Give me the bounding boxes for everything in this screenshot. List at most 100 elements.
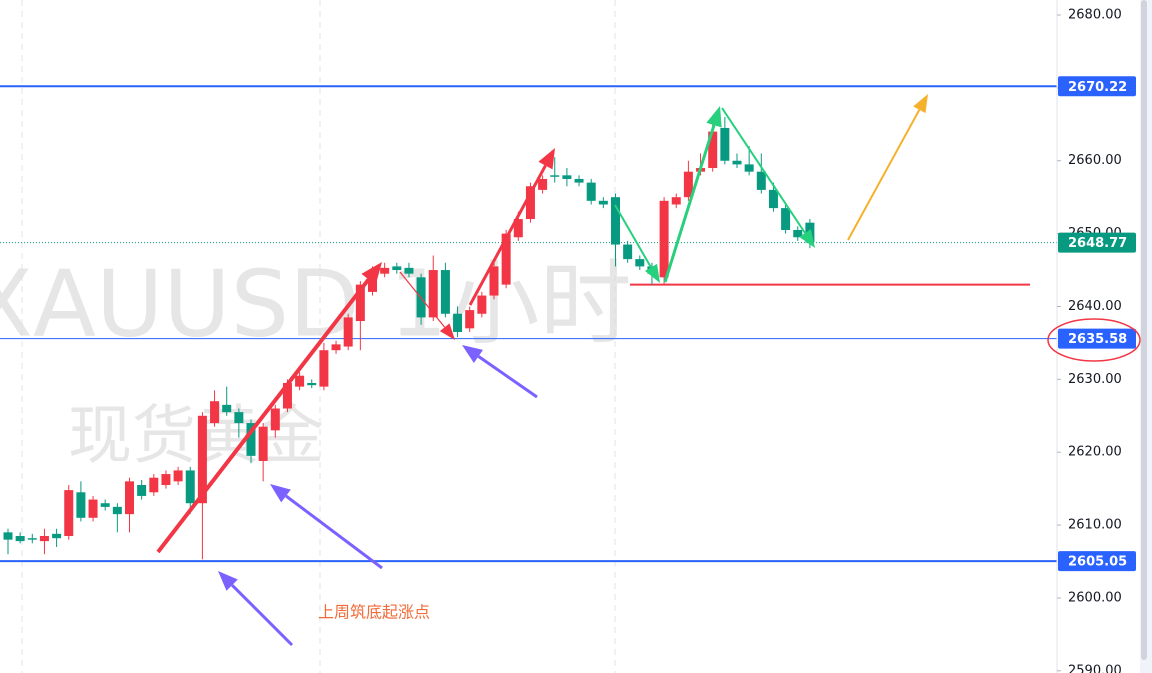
price-label: 2635.58	[1068, 332, 1127, 347]
candle-body	[623, 244, 633, 260]
y-tick-label: 2590.00	[1068, 663, 1122, 673]
candle-body	[744, 164, 754, 172]
arrow-shaft	[847, 109, 921, 241]
y-tick-label: 2600.00	[1068, 590, 1122, 605]
candle-body	[756, 171, 766, 190]
candle-body	[185, 470, 195, 504]
candle-body	[768, 189, 778, 209]
arrow-shaft	[231, 584, 294, 647]
price-label: 2648.77	[1068, 236, 1127, 251]
candle-body	[319, 350, 329, 387]
candle-body	[210, 401, 220, 424]
candle-body	[453, 313, 463, 332]
candle-body	[465, 310, 475, 329]
scroll-thumb	[1141, 0, 1147, 660]
candle-body	[125, 481, 134, 515]
price-label-box	[1058, 232, 1136, 253]
arrow-head	[218, 571, 238, 591]
candle-body	[222, 404, 232, 413]
y-tick-label: 2610.00	[1068, 518, 1122, 533]
candle-body	[258, 426, 268, 461]
candle-body	[173, 470, 183, 482]
candle-body	[732, 160, 742, 165]
candle-body	[355, 284, 365, 322]
arrow-shaft	[477, 355, 538, 399]
candle-body	[331, 344, 341, 351]
candle-body	[501, 233, 511, 285]
watermark-sub: 现货黄金	[68, 400, 324, 474]
candle-body	[3, 532, 13, 540]
y-tick-label: 2630.00	[1068, 372, 1122, 387]
candle-body	[149, 477, 159, 493]
candle-body	[550, 175, 560, 177]
candle-body	[598, 200, 608, 205]
candle-body	[538, 178, 548, 190]
candle-body	[708, 131, 718, 169]
time-grid	[21, 0, 616, 673]
annotation: 上周筑底起涨点	[318, 603, 430, 622]
candle-body	[307, 382, 317, 386]
candle-body	[246, 423, 256, 456]
highlight-circle	[1047, 318, 1141, 362]
price-label-box	[1058, 551, 1136, 572]
arrow-head	[439, 323, 455, 340]
candle-body	[428, 270, 438, 318]
candle-body	[611, 197, 620, 245]
price-label: 2670.22	[1068, 80, 1127, 95]
y-tick-label: 2660.00	[1068, 153, 1122, 168]
candle-body	[671, 197, 681, 205]
arrow-head	[644, 263, 660, 283]
candle-body	[489, 266, 499, 296]
arrow-head	[913, 94, 928, 114]
arrow-shaft	[468, 164, 547, 306]
candle-body	[137, 485, 147, 496]
arrow-head	[706, 106, 722, 128]
arrow-shaft	[399, 271, 446, 328]
arrow-head	[799, 229, 815, 248]
candle-body	[380, 267, 390, 274]
arrow-head	[538, 148, 555, 170]
candle-body	[635, 259, 645, 267]
candle-body	[197, 415, 207, 504]
candle-body	[586, 182, 596, 201]
candle-body	[282, 382, 292, 409]
arrow-head	[270, 484, 291, 503]
candle-body	[404, 267, 414, 274]
arrow-head	[361, 262, 382, 285]
y-tick-label: 2640.00	[1068, 299, 1122, 314]
plot	[0, 85, 1057, 647]
candle-body	[39, 536, 49, 542]
candle-body	[234, 412, 244, 424]
candle-body	[392, 266, 402, 271]
candle-body	[270, 408, 280, 431]
candle-body	[112, 506, 122, 515]
candle-body	[659, 200, 669, 278]
candle-body	[76, 492, 86, 518]
candle-body	[574, 178, 584, 183]
candle-body	[793, 229, 803, 238]
candle-body	[52, 533, 62, 539]
candle-body	[562, 175, 572, 179]
price-label-box	[1058, 76, 1136, 97]
candle-body	[477, 295, 487, 314]
candle-body	[88, 499, 98, 518]
candle-body	[440, 270, 450, 314]
watermark: XAUUSD 1小时	[0, 250, 632, 357]
candle-body	[683, 171, 693, 198]
price-label: 2605.05	[1068, 555, 1127, 570]
y-tick-label: 2620.00	[1068, 445, 1122, 460]
arrow-shaft	[285, 494, 383, 570]
candle-body	[781, 208, 791, 230]
candle-body	[100, 503, 110, 507]
candle-body	[343, 317, 353, 347]
price-label-box	[1058, 328, 1136, 349]
arrow-shaft	[156, 278, 371, 554]
candle-body	[720, 127, 730, 161]
y-tick-label: 2680.00	[1068, 8, 1122, 23]
candle-body	[27, 538, 37, 540]
candle-body	[295, 375, 305, 387]
candle-body	[64, 490, 74, 537]
arrow-shaft	[721, 107, 806, 234]
arrow-shaft	[614, 204, 652, 268]
